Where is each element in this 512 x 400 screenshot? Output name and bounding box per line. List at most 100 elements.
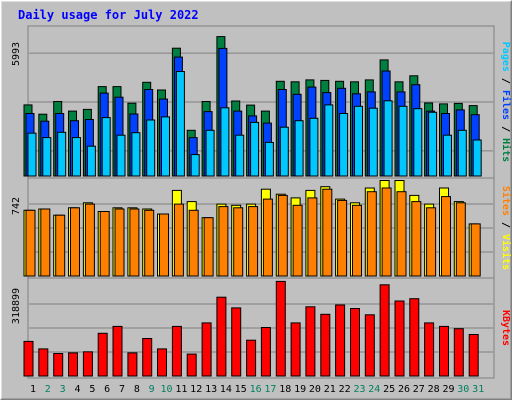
bar-kbytes-day-4	[68, 352, 78, 377]
x-tick-label-day-15: 15	[235, 384, 247, 395]
x-tick-label-day-5: 5	[89, 384, 95, 395]
bar-kbytes-day-10	[157, 348, 167, 377]
bar-pages-day-22	[339, 113, 349, 177]
bar-kbytes-day-13	[201, 322, 212, 377]
bar-kbytes-day-24	[364, 314, 375, 377]
bar-kbytes-day-6	[97, 332, 108, 377]
x-tick-label-day-14: 14	[220, 384, 232, 395]
bar-sites-day-31	[470, 223, 481, 277]
bar-kbytes-day-22	[335, 304, 346, 377]
legend-entry: /	[500, 216, 511, 234]
bar-kbytes-day-17	[260, 327, 271, 377]
bar-kbytes-day-26	[394, 300, 405, 377]
bar-sites-day-29	[441, 196, 451, 277]
bar-kbytes-day-21	[320, 313, 331, 377]
series-legend-kbytes: KBytes	[500, 310, 511, 346]
legend-entry: /	[500, 72, 511, 90]
bars-visits	[23, 180, 481, 277]
bar-pages-day-18	[279, 126, 289, 177]
bar-pages-day-24	[368, 107, 378, 177]
x-tick-label-day-22: 22	[339, 384, 351, 395]
bar-pages-day-2	[42, 137, 52, 177]
bar-sites-day-15	[233, 207, 244, 277]
bar-sites-day-27	[411, 201, 422, 277]
bar-pages-day-17	[264, 141, 274, 177]
bar-kbytes-day-18	[275, 280, 286, 377]
bar-kbytes-day-14	[216, 296, 227, 377]
bar-kbytes-day-8	[127, 352, 138, 377]
x-tick-label-day-10: 10	[160, 384, 172, 395]
bar-kbytes-day-28	[424, 322, 435, 377]
x-tick-label-day-4: 4	[74, 384, 80, 395]
bar-kbytes-day-11	[171, 325, 182, 377]
x-tick-label-day-24: 24	[368, 384, 380, 395]
bar-sites-day-2	[40, 208, 51, 277]
bar-kbytes-day-12	[186, 353, 197, 377]
x-tick-label-day-16: 16	[250, 384, 262, 395]
bar-pages-day-31	[472, 139, 482, 177]
bars-kbytes	[23, 280, 479, 377]
max-label-visits: 742	[11, 197, 22, 215]
bar-kbytes-day-30	[453, 328, 464, 377]
bar-sites-day-17	[262, 198, 273, 277]
bar-pages-day-1	[27, 132, 37, 177]
panel-visits: 742 Sites / Visits	[11, 177, 512, 279]
bar-kbytes-day-7	[112, 325, 123, 377]
bar-sites-day-16	[248, 206, 259, 277]
panel-requests: 5993 Pages / Files / Hits	[11, 25, 512, 179]
bar-pages-day-26	[398, 105, 408, 177]
bar-sites-day-19	[292, 204, 303, 277]
legend-entry: Files	[500, 90, 512, 120]
bar-kbytes-day-2	[38, 348, 49, 377]
bar-sites-day-3	[55, 214, 66, 277]
bar-pages-day-20	[309, 117, 319, 177]
bar-kbytes-day-20	[305, 306, 316, 377]
bar-kbytes-day-31	[468, 334, 479, 377]
bar-sites-day-12	[188, 209, 199, 277]
bar-sites-day-21	[322, 188, 333, 277]
bar-sites-day-7	[114, 208, 125, 277]
legend-entry: KBytes	[500, 310, 511, 346]
bars-requests	[23, 36, 482, 177]
bar-kbytes-day-16	[246, 339, 257, 377]
panel-kbytes: 318899 KBytes	[11, 277, 511, 379]
x-tick-label-day-31: 31	[472, 384, 484, 395]
x-tick-label-day-26: 26	[398, 384, 410, 395]
x-tick-label-day-18: 18	[279, 384, 291, 395]
bar-pages-day-9	[146, 119, 156, 177]
bar-sites-day-23	[352, 204, 362, 277]
bar-kbytes-day-5	[82, 351, 93, 377]
bar-pages-day-19	[294, 120, 304, 177]
bar-pages-day-13	[205, 129, 215, 177]
bar-pages-day-10	[161, 116, 170, 177]
series-legend-requests: Pages / Files / Hits	[500, 42, 512, 162]
series-legend-visits: Sites / Visits	[500, 186, 512, 270]
x-tick-label-day-25: 25	[383, 384, 395, 395]
bar-pages-day-8	[131, 132, 141, 177]
x-tick-label-day-13: 13	[205, 384, 217, 395]
bar-sites-day-18	[277, 194, 288, 277]
bar-pages-day-6	[101, 117, 111, 177]
bar-pages-day-3	[57, 131, 67, 177]
bar-pages-day-29	[443, 134, 452, 177]
bar-sites-day-11	[173, 203, 184, 277]
bar-sites-day-26	[396, 191, 407, 277]
bar-pages-day-23	[354, 105, 363, 177]
x-tick-label-day-21: 21	[324, 384, 336, 395]
bar-sites-day-24	[366, 191, 377, 277]
bar-sites-day-30	[455, 202, 466, 277]
x-tick-label-day-1: 1	[30, 384, 36, 395]
legend-entry: Visits	[500, 234, 512, 270]
bar-pages-day-4	[72, 137, 81, 177]
x-tick-label-day-23: 23	[353, 384, 365, 395]
max-label-requests: 5993	[11, 42, 22, 66]
bar-sites-day-25	[381, 187, 392, 277]
bar-kbytes-day-23	[350, 308, 360, 377]
bar-kbytes-day-9	[142, 338, 153, 377]
bar-sites-day-5	[84, 203, 95, 277]
bar-sites-day-22	[337, 199, 348, 277]
bar-sites-day-28	[426, 207, 437, 277]
bar-pages-day-21	[324, 104, 334, 177]
